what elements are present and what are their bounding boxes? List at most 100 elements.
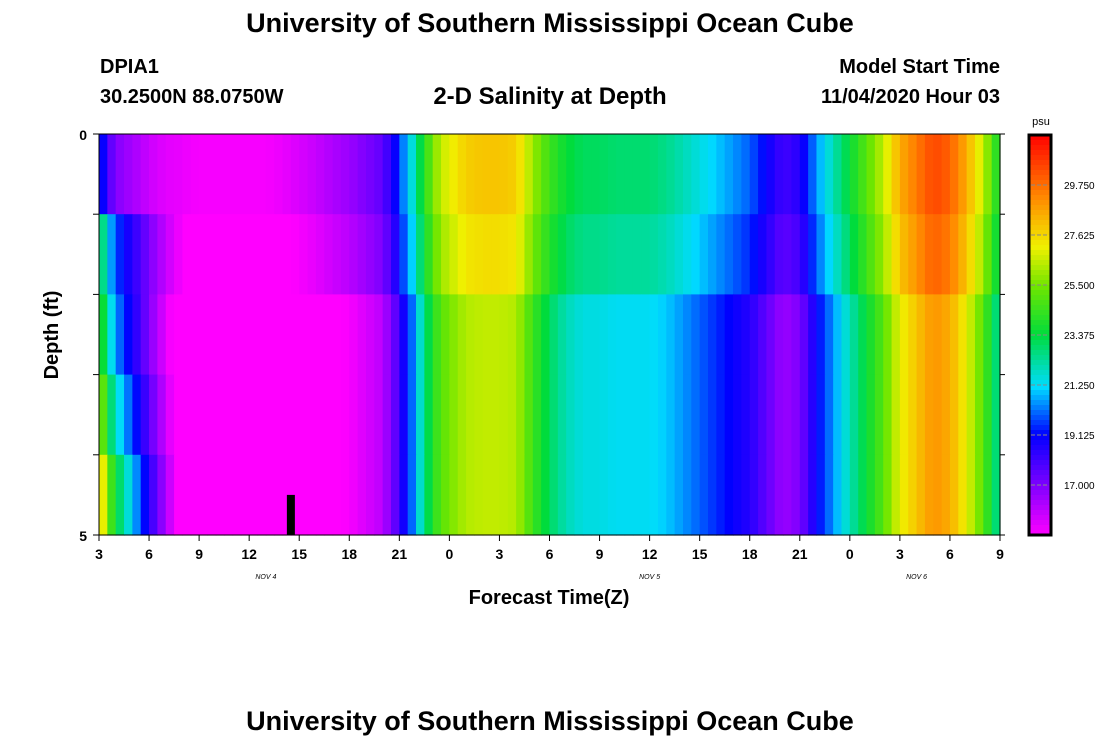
heatmap-cell [466, 214, 476, 295]
heatmap-cell [816, 214, 826, 295]
heatmap-cell [365, 454, 375, 536]
colorbar-segment [1029, 460, 1051, 466]
heatmap-cell [699, 134, 709, 215]
heatmap-cell [674, 374, 684, 456]
heatmap-cell [908, 374, 918, 456]
heatmap-cell [157, 374, 167, 456]
heatmap-cell [307, 454, 317, 536]
heatmap-cell [582, 374, 592, 456]
heatmap-cell [199, 134, 209, 215]
heatmap-cell [641, 374, 651, 456]
heatmap-cell [891, 134, 901, 215]
heatmap-cell [657, 214, 667, 295]
colorbar-tick-label: 17.000 [1064, 481, 1095, 492]
heatmap-cell [941, 214, 951, 295]
heatmap-cell [607, 214, 617, 295]
heatmap-cell [899, 134, 909, 215]
heatmap-cell [891, 214, 901, 295]
heatmap-cell [866, 214, 876, 295]
colorbar-segment [1029, 195, 1051, 201]
heatmap-cell [315, 294, 325, 376]
heatmap-cell [174, 294, 184, 376]
heatmap-cell [174, 134, 184, 215]
heatmap-cell [424, 294, 434, 376]
heatmap-cell [974, 374, 984, 456]
colorbar-ticks: 29.750 27.625 25.500 23.375 21.250 19.125 17.0… [1031, 181, 1095, 492]
heatmap-cell [207, 134, 217, 215]
heatmap-cell [357, 294, 367, 376]
heatmap-cell [449, 214, 459, 295]
heatmap-cell [849, 134, 859, 215]
heatmap-cell [124, 294, 133, 376]
colorbar-segment [1029, 420, 1051, 426]
heatmap-cell [182, 134, 192, 215]
heatmap-cell [958, 294, 968, 376]
heatmap-cell [783, 134, 793, 215]
heatmap-cell [390, 214, 400, 295]
heatmap-cell [624, 374, 634, 456]
heatmap-cell [733, 294, 742, 376]
heatmap-cell [307, 294, 317, 376]
heatmap-cell [182, 294, 192, 376]
heatmap-cell [315, 454, 325, 536]
colorbar-segment [1029, 520, 1051, 526]
colorbar-segment [1029, 415, 1051, 421]
heatmap-cell [474, 294, 484, 376]
heatmap-cell [808, 214, 818, 295]
heatmap-cell [632, 214, 642, 295]
heatmap-cell [274, 214, 284, 295]
heatmap-cell [808, 454, 818, 536]
heatmap-cell [958, 374, 968, 456]
colorbar-segment [1029, 145, 1051, 151]
x-tick-label: 15 [692, 546, 708, 562]
heatmap-cell [824, 454, 834, 536]
heatmap-cell [974, 214, 984, 295]
heatmap-cell [749, 214, 759, 295]
heatmap-cell [332, 294, 342, 376]
heatmap-cell [716, 214, 726, 295]
heatmap-cell [407, 134, 417, 215]
heatmap-cell [115, 454, 125, 536]
colorbar-segment [1029, 435, 1051, 441]
heatmap-cell [566, 454, 576, 536]
heatmap-cell [324, 374, 334, 456]
heatmap-cell [441, 214, 450, 295]
heatmap-cell [416, 454, 425, 536]
heatmap-cell [165, 454, 175, 536]
heatmap-cell [916, 374, 926, 456]
heatmap-cell [833, 374, 843, 456]
heatmap-cell [274, 454, 284, 536]
heatmap-cell [524, 374, 534, 456]
colorbar-segment [1029, 190, 1051, 196]
heatmap-cell [657, 374, 667, 456]
heatmap-cell [207, 214, 217, 295]
heatmap-cell [766, 294, 776, 376]
heatmap-cell [966, 134, 976, 215]
heatmap-cell [132, 294, 142, 376]
heatmap-cell [290, 294, 300, 376]
heatmap-cell [432, 134, 442, 215]
model-start-value: 11/04/2020 Hour 03 [820, 86, 1000, 108]
colorbar-segment [1029, 475, 1051, 481]
heatmap-cell [199, 374, 209, 456]
heatmap-cell [916, 294, 926, 376]
heatmap-cell [466, 374, 476, 456]
colorbar-segment [1029, 445, 1051, 451]
heatmap-cell [666, 374, 676, 456]
colorbar-segment [1029, 275, 1051, 281]
heatmap-cell [549, 294, 559, 376]
heatmap-cell [482, 374, 492, 456]
heatmap-cell [265, 294, 275, 376]
heatmap-cell [733, 134, 742, 215]
colorbar-segment [1029, 295, 1051, 301]
colorbar-segment [1029, 240, 1051, 246]
heatmap-cell [891, 294, 901, 376]
heatmap-cell [833, 214, 843, 295]
heatmap-cell [140, 454, 150, 536]
heatmap-cell [224, 134, 234, 215]
colorbar-segment [1029, 480, 1051, 486]
heatmap-cell [924, 454, 934, 536]
heatmap-cell [557, 214, 567, 295]
heatmap-cell [457, 454, 467, 536]
heatmap-cell [357, 134, 367, 215]
